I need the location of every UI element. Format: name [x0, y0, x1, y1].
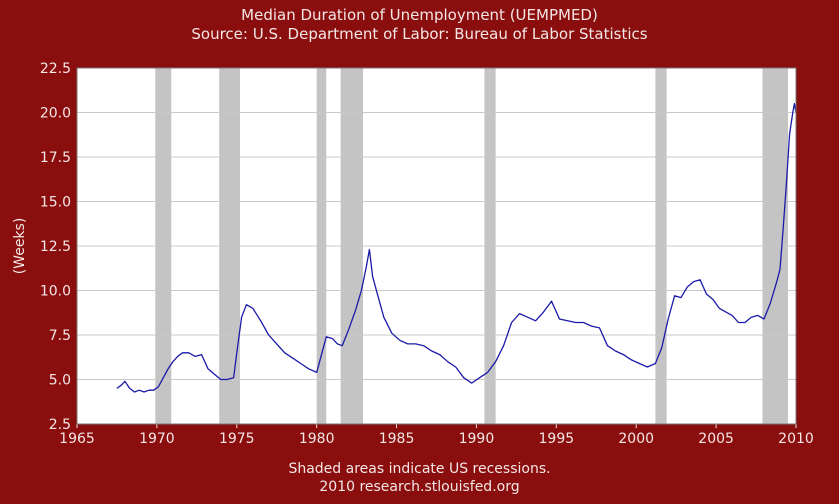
y-tick-label: 7.5 — [49, 328, 71, 344]
y-axis-label: (Weeks) — [12, 218, 28, 275]
x-tick-label: 1965 — [59, 431, 95, 447]
y-tick-label: 2.5 — [49, 417, 71, 433]
x-tick-label: 1970 — [139, 431, 175, 447]
chart-subtitle: Source: U.S. Department of Labor: Bureau… — [191, 25, 648, 43]
y-tick-label: 10.0 — [40, 284, 71, 300]
y-tick-label: 22.5 — [40, 61, 71, 77]
x-tick-label: 1980 — [299, 431, 335, 447]
chart-title: Median Duration of Unemployment (UEMPMED… — [241, 6, 598, 24]
source-footnote: 2010 research.stlouisfed.org — [319, 479, 520, 495]
x-tick-label: 2000 — [618, 431, 654, 447]
recession-footnote: Shaded areas indicate US recessions. — [288, 461, 551, 477]
y-tick-label: 17.5 — [40, 150, 71, 166]
x-tick-label: 1990 — [459, 431, 495, 447]
y-tick-label: 15.0 — [40, 195, 71, 211]
plot-border — [76, 67, 797, 425]
series-line — [116, 102, 797, 393]
y-tick-label: 5.0 — [49, 373, 71, 389]
x-tick-label: 1985 — [379, 431, 415, 447]
y-tick-label: 20.0 — [40, 106, 71, 122]
x-tick-label: 1975 — [219, 431, 255, 447]
x-tick-label: 1995 — [539, 431, 575, 447]
x-tick-label: 2005 — [698, 431, 734, 447]
y-tick-label: 12.5 — [40, 239, 71, 255]
x-tick-label: 2010 — [778, 431, 814, 447]
